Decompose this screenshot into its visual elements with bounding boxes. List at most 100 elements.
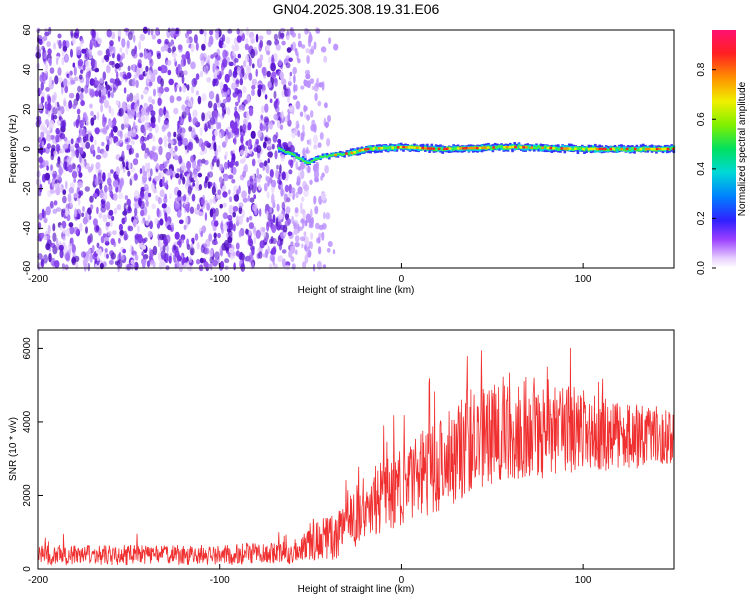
spectrogram-noise-cell <box>42 36 48 41</box>
spectrogram-noise-cell <box>220 69 224 76</box>
signal-track-cell <box>314 157 318 160</box>
spectrogram-noise-cell <box>229 220 233 231</box>
spectrogram-noise-cell <box>87 207 92 216</box>
signal-track-cell <box>635 148 639 152</box>
spectrogram-noise-cell <box>108 44 114 52</box>
spectrogram-noise-cell <box>81 48 87 54</box>
spectrogram-noise-cell <box>232 205 239 212</box>
spectrogram-noise-cell <box>170 27 176 34</box>
spectrogram-noise-cell <box>68 248 72 256</box>
spectrogram-noise-cell <box>75 92 80 102</box>
spectrogram-noise-cell <box>306 139 310 145</box>
spectrogram-noise-cell <box>38 136 42 144</box>
spectrogram-noise-cell <box>281 78 287 86</box>
spectrogram-noise-cell <box>80 87 84 93</box>
spectrogram-noise-cell <box>290 256 295 263</box>
spectrogram-noise-cell <box>326 247 331 253</box>
signal-track-cell <box>328 154 331 157</box>
spectrogram-noise-cell <box>228 61 234 67</box>
spectrogram-noise-cell <box>309 78 315 84</box>
spectrogram-noise-cell <box>251 84 256 90</box>
spectrogram-noise-cell <box>220 248 224 257</box>
spectrogram-noise-cell <box>175 66 179 75</box>
spectrogram-noise-cell <box>248 149 252 155</box>
signal-peak-cell <box>590 147 593 151</box>
spectrogram-noise-cell <box>123 113 127 121</box>
spectrogram-noise-cell <box>82 258 86 267</box>
spectrogram-noise-cell <box>192 182 196 187</box>
spectrogram-noise-cell <box>94 59 97 70</box>
signal-track-cell <box>286 151 290 155</box>
x-tick-label: 0 <box>399 575 405 586</box>
spectrogram-noise-cell <box>297 130 301 138</box>
spectrogram-noise-cell <box>201 112 206 122</box>
y-tick-label: 20 <box>22 103 33 115</box>
spectrogram-noise-cell <box>132 52 138 59</box>
spectrogram-noise-cell <box>204 123 208 133</box>
spectrogram-noise-cell <box>324 102 328 109</box>
spectrogram-noise-cell <box>320 175 324 181</box>
spectrogram-noise-cell <box>74 149 79 156</box>
spectrogram-noise-cell <box>257 173 261 183</box>
signal-track-cell <box>554 146 558 150</box>
spectrogram-noise-cell <box>195 73 200 80</box>
signal-peak-cell <box>593 147 596 151</box>
signal-peak-cell <box>565 147 569 150</box>
spectrogram-noise-cell <box>288 169 293 175</box>
spectrogram-noise-cell <box>50 257 56 267</box>
spectrogram-noise-cell <box>68 92 75 99</box>
spectrogram-noise-cell <box>74 76 80 82</box>
spectrogram-noise-cell <box>158 114 161 123</box>
spectrogram-noise-cell <box>303 231 307 237</box>
spectrogram-noise-cell <box>128 148 132 156</box>
spectrogram-noise-cell <box>143 51 149 60</box>
spectrogram-noise-cell <box>52 232 57 242</box>
spectrogram-noise-cell <box>212 259 218 267</box>
spectrogram-noise-cell <box>263 253 266 258</box>
spectrogram-noise-cell <box>239 125 243 133</box>
spectrogram-noise-cell <box>143 183 149 192</box>
spectrogram-noise-cell <box>208 264 212 269</box>
spectrogram-noise-cell <box>123 230 127 237</box>
spectrogram-noise-cell <box>271 255 275 263</box>
x-tick-label: -200 <box>28 274 48 285</box>
spectrogram-noise-cell <box>177 120 180 130</box>
spectrogram-noise-cell <box>167 69 172 76</box>
spectrogram-noise-cell <box>70 152 74 160</box>
spectrogram-noise-cell <box>161 255 166 261</box>
spectrogram-noise-cell <box>233 136 237 145</box>
spectrogram-noise-cell <box>62 263 65 271</box>
spectrogram-noise-cell <box>70 29 74 37</box>
spectrogram-noise-cell <box>233 111 239 118</box>
spectrogram-noise-cell <box>243 99 248 105</box>
spectrogram-noise-cell <box>124 133 128 140</box>
spectrogram-noise-cell <box>107 90 111 98</box>
spectrogram-noise-cell <box>46 143 52 150</box>
spectrogram-noise-cell <box>259 122 263 132</box>
spectrogram-noise-cell <box>121 150 125 158</box>
spectrogram-noise-cell <box>306 114 310 121</box>
spectrogram-noise-cell <box>62 229 67 234</box>
spectrogram-noise-cell <box>307 165 311 173</box>
spectrogram-noise-cell <box>157 92 162 98</box>
spectrogram-noise-cell <box>72 103 77 110</box>
spectrogram-noise-cell <box>206 77 212 83</box>
spectrogram-noise-cell <box>224 134 229 144</box>
spectrogram-noise-cell <box>186 38 190 44</box>
signal-peak-cell <box>416 146 419 149</box>
spectrogram-noise-cell <box>272 202 276 209</box>
spectrogram-noise-cell <box>54 75 59 85</box>
spectrogram-noise-cell <box>186 178 191 187</box>
signal-track-cell <box>354 148 357 153</box>
spectrogram-noise-cell <box>281 110 284 120</box>
spectrogram-noise-cell <box>117 140 121 146</box>
spectrogram-noise-cell <box>53 200 58 206</box>
spectrogram-noise-cell <box>273 263 278 269</box>
spectrogram-noise-cell <box>89 88 95 98</box>
spectrogram-noise-cell <box>85 141 91 149</box>
colorbar-ticks: 0.0 0.2 0.4 0.6 0.8 <box>696 62 716 275</box>
spectrogram-noise-cell <box>71 244 76 254</box>
spectrogram-noise-cell <box>37 48 41 54</box>
spectrogram-noise-cell <box>269 98 273 104</box>
spectrogram-noise-cell <box>80 38 85 44</box>
